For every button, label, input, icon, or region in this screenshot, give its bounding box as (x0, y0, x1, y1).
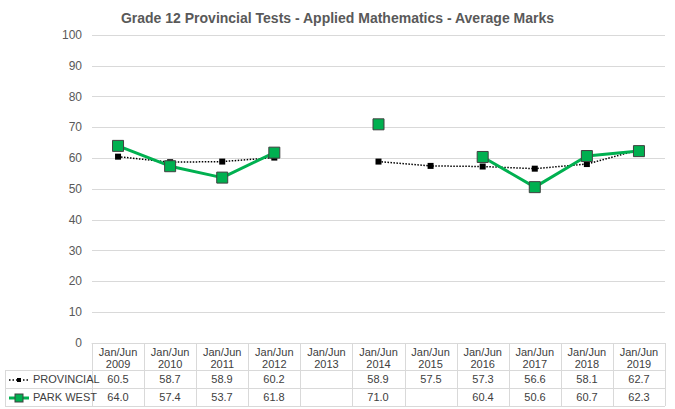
html-text:56.6: 56.6 (524, 373, 546, 385)
html-text:58.9: 58.9 (367, 373, 389, 385)
svg-text:2009: 2009 (106, 358, 130, 370)
html-text:62.3: 62.3 (628, 391, 650, 403)
html-text:62.7: 62.7 (628, 373, 650, 385)
html-text:60.2: 60.2 (263, 373, 285, 385)
svg-text:2016: 2016 (470, 358, 494, 370)
svg-text:10: 10 (69, 305, 83, 319)
html-text:61.8: 61.8 (263, 391, 285, 403)
svg-text:2010: 2010 (158, 358, 182, 370)
svg-text:80: 80 (69, 90, 83, 104)
html-text:64.0: 64.0 (107, 391, 129, 403)
html-text:57.4: 57.4 (159, 391, 181, 403)
html-text:60.7: 60.7 (576, 391, 598, 403)
html-text:PARK WEST: PARK WEST (33, 391, 97, 403)
html-text:60.4: 60.4 (472, 391, 494, 403)
html-text:57.5: 57.5 (420, 373, 442, 385)
svg-text:2017: 2017 (523, 358, 547, 370)
svg-text:2013: 2013 (314, 358, 338, 370)
svg-text:2015: 2015 (418, 358, 442, 370)
svg-text:Jan/Jun: Jan/Jun (359, 346, 398, 358)
html-text:53.7: 53.7 (211, 391, 233, 403)
svg-text:Jan/Jun: Jan/Jun (516, 346, 555, 358)
svg-text:2014: 2014 (366, 358, 390, 370)
html-text:71.0: 71.0 (367, 391, 389, 403)
html-text:50.6: 50.6 (524, 391, 546, 403)
svg-text:70: 70 (69, 120, 83, 134)
svg-text:2019: 2019 (627, 358, 651, 370)
html-text:58.1: 58.1 (576, 373, 598, 385)
svg-text:40: 40 (69, 213, 83, 227)
svg-text:100: 100 (62, 28, 82, 42)
svg-text:2018: 2018 (575, 358, 599, 370)
svg-text:20: 20 (69, 274, 83, 288)
svg-text:Jan/Jun: Jan/Jun (99, 346, 138, 358)
svg-text:Jan/Jun: Jan/Jun (307, 346, 346, 358)
svg-text:60: 60 (69, 151, 83, 165)
html-text:58.9: 58.9 (211, 373, 233, 385)
svg-text:50: 50 (69, 182, 83, 196)
svg-text:Grade 12 Provincial Tests - Ap: Grade 12 Provincial Tests - Applied Math… (121, 10, 554, 26)
html-text:PROVINCIAL: PROVINCIAL (33, 373, 100, 385)
html-text:58.7: 58.7 (159, 373, 181, 385)
svg-text:Jan/Jun: Jan/Jun (463, 346, 502, 358)
svg-text:Jan/Jun: Jan/Jun (151, 346, 190, 358)
svg-text:30: 30 (69, 244, 83, 258)
svg-text:Jan/Jun: Jan/Jun (255, 346, 294, 358)
svg-text:Jan/Jun: Jan/Jun (620, 346, 659, 358)
svg-text:90: 90 (69, 59, 83, 73)
svg-text:2011: 2011 (210, 358, 234, 370)
svg-text:0: 0 (75, 336, 82, 350)
svg-text:2012: 2012 (262, 358, 286, 370)
svg-text:Jan/Jun: Jan/Jun (411, 346, 450, 358)
svg-text:Jan/Jun: Jan/Jun (568, 346, 607, 358)
svg-text:Jan/Jun: Jan/Jun (203, 346, 242, 358)
html-text:60.5: 60.5 (107, 373, 129, 385)
html-text:57.3: 57.3 (472, 373, 494, 385)
